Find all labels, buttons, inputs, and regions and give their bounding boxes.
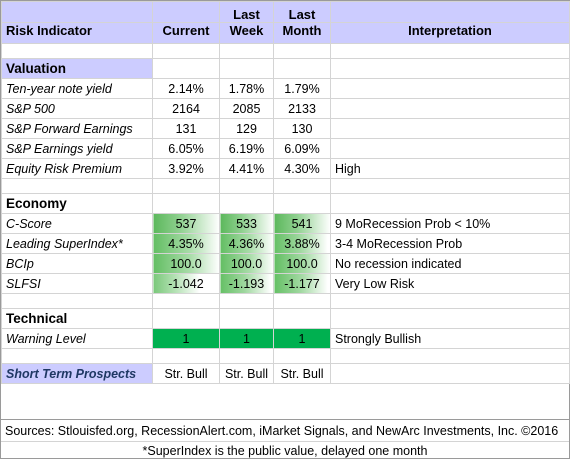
section-title-economy: Economy [1, 193, 153, 214]
row-label: Warning Level [1, 328, 153, 349]
row-label: BCIp [1, 253, 153, 274]
header-current: Current [152, 22, 220, 44]
header-last-week: Week [219, 22, 274, 44]
last-week-value: 129 [219, 118, 274, 139]
interpretation-value: Strongly Bullish [330, 328, 570, 349]
interpretation-value [330, 138, 570, 159]
section-title-technical: Technical [1, 308, 153, 329]
row-label: S&P 500 [1, 98, 153, 119]
header-last-month-top: Last [273, 1, 331, 23]
section-technical: Technical [1, 308, 570, 329]
table-row: BCIp 100.0 100.0 100.0 No recession indi… [1, 253, 570, 274]
last-week-value: 533 [219, 213, 274, 234]
last-week-value: 2085 [219, 98, 274, 119]
table-row: Warning Level 1 1 1 Strongly Bullish [1, 328, 570, 349]
row-label: S&P Earnings yield [1, 138, 153, 159]
header-current-blank [152, 1, 220, 23]
current-value: 131 [152, 118, 220, 139]
prospects-last-week: Str. Bull [219, 363, 274, 384]
prospects-interpretation [330, 363, 570, 384]
last-month-value: 2133 [273, 98, 331, 119]
current-value: -1.042 [152, 273, 220, 294]
table-row: S&P 500 2164 2085 2133 [1, 98, 570, 119]
last-week-value: 4.36% [219, 233, 274, 254]
row-label: Equity Risk Premium [1, 158, 153, 179]
current-value: 2.14% [152, 78, 220, 99]
table-row: S&P Forward Earnings 131 129 130 [1, 118, 570, 139]
header-interp-blank [330, 1, 570, 23]
interpretation-value: 9 MoRecession Prob < 10% [330, 213, 570, 234]
spacer-row [1, 178, 570, 194]
interpretation-value: 3-4 MoRecession Prob [330, 233, 570, 254]
header-interpretation: Interpretation [330, 22, 570, 44]
prospects-label: Short Term Prospects [1, 363, 153, 384]
interpretation-value: No recession indicated [330, 253, 570, 274]
prospects-last-month: Str. Bull [273, 363, 331, 384]
last-month-value: 541 [273, 213, 331, 234]
table-row: S&P Earnings yield 6.05% 6.19% 6.09% [1, 138, 570, 159]
interpretation-value [330, 98, 570, 119]
current-value: 100.0 [152, 253, 220, 274]
current-value: 2164 [152, 98, 220, 119]
row-label: SLFSI [1, 273, 153, 294]
prospects-current: Str. Bull [152, 363, 220, 384]
current-value: 3.92% [152, 158, 220, 179]
last-month-value: 100.0 [273, 253, 331, 274]
sources-footer: Sources: Stlouisfed.org, RecessionAlert.… [1, 419, 570, 442]
last-month-value: 130 [273, 118, 331, 139]
last-week-value: 100.0 [219, 253, 274, 274]
spacer-row [1, 348, 570, 364]
spacer-row [1, 293, 570, 309]
spacer-row [1, 43, 570, 59]
last-week-value: 1.78% [219, 78, 274, 99]
section-economy: Economy [1, 193, 570, 214]
table-row: Ten-year note yield 2.14% 1.78% 1.79% [1, 78, 570, 99]
interpretation-value [330, 78, 570, 99]
header-risk-indicator: Risk Indicator [1, 22, 153, 44]
section-title-valuation: Valuation [1, 58, 153, 79]
header-blank [1, 1, 153, 23]
last-week-value: 1 [219, 328, 274, 349]
last-week-value: 6.19% [219, 138, 274, 159]
interpretation-value [330, 118, 570, 139]
current-value: 6.05% [152, 138, 220, 159]
header-row-top: Last Last [1, 1, 570, 23]
last-month-value: 6.09% [273, 138, 331, 159]
last-month-value: 4.30% [273, 158, 331, 179]
last-month-value: 3.88% [273, 233, 331, 254]
indicator-grid: Last Last Risk Indicator Current Week Mo… [1, 1, 570, 384]
row-label: S&P Forward Earnings [1, 118, 153, 139]
header-last-week-top: Last [219, 1, 274, 23]
last-week-value: -1.193 [219, 273, 274, 294]
table-row: SLFSI -1.042 -1.193 -1.177 Very Low Risk [1, 273, 570, 294]
interpretation-value: High [330, 158, 570, 179]
last-week-value: 4.41% [219, 158, 274, 179]
last-month-value: 1 [273, 328, 331, 349]
last-month-value: 1.79% [273, 78, 331, 99]
row-label: C-Score [1, 213, 153, 234]
prospects-row: Short Term Prospects Str. Bull Str. Bull… [1, 363, 570, 384]
current-value: 1 [152, 328, 220, 349]
table-row: C-Score 537 533 541 9 MoRecession Prob <… [1, 213, 570, 234]
header-last-month: Month [273, 22, 331, 44]
current-value: 4.35% [152, 233, 220, 254]
table-row: Equity Risk Premium 3.92% 4.41% 4.30% Hi… [1, 158, 570, 179]
superindex-note: *SuperIndex is the public value, delayed… [1, 441, 569, 460]
table-row: Leading SuperIndex* 4.35% 4.36% 3.88% 3-… [1, 233, 570, 254]
last-month-value: -1.177 [273, 273, 331, 294]
row-label: Ten-year note yield [1, 78, 153, 99]
row-label: Leading SuperIndex* [1, 233, 153, 254]
interpretation-value: Very Low Risk [330, 273, 570, 294]
header-row-bottom: Risk Indicator Current Week Month Interp… [1, 22, 570, 44]
section-valuation: Valuation [1, 58, 570, 79]
current-value: 537 [152, 213, 220, 234]
